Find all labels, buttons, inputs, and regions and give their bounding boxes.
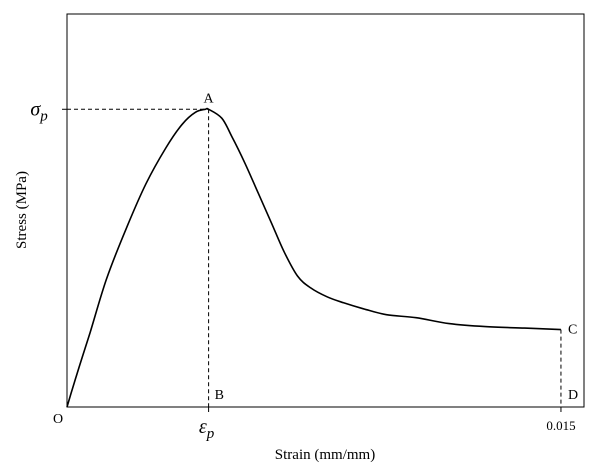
point-label-o: O	[53, 412, 63, 427]
point-label-a: A	[204, 91, 215, 106]
x-tick-label-epsilon-p: εp	[199, 416, 215, 442]
y-tick-label-sigma-p: σp	[30, 98, 48, 124]
x-axis-title: Strain (mm/mm)	[275, 447, 375, 463]
y-axis-title: Stress (MPa)	[14, 171, 30, 249]
point-label-b: B	[215, 388, 224, 403]
plot-frame	[66, 13, 585, 408]
point-label-c: C	[568, 323, 577, 338]
stress-strain-curve	[66, 107, 561, 408]
point-label-d: D	[568, 388, 578, 403]
x-tick-label: 0.015	[546, 418, 575, 433]
